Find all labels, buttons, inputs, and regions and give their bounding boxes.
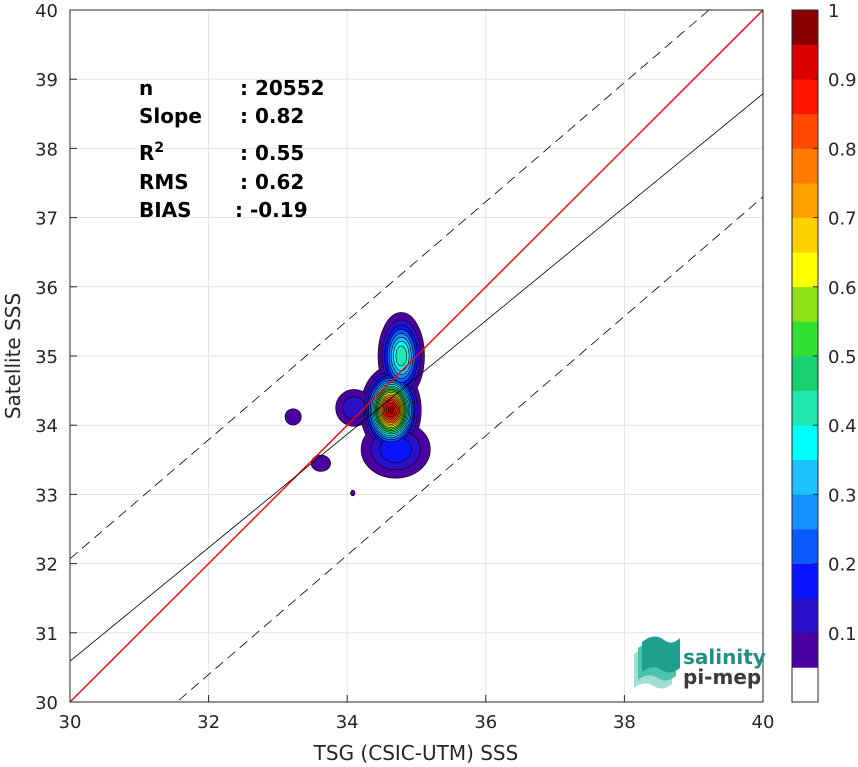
colorbar-tick-label: 0.2 xyxy=(828,555,857,576)
x-tick-label: 40 xyxy=(752,712,775,733)
contour-level-0.1 xyxy=(342,396,366,420)
colorbar-segment xyxy=(792,286,818,322)
colorbar-segment xyxy=(792,217,818,253)
contour-level-0.05 xyxy=(284,408,302,426)
colorbar-segment xyxy=(792,148,818,184)
logo-text-pimep: pi-mep xyxy=(683,665,761,689)
stat-label-superscript: 2 xyxy=(154,140,164,156)
colorbar-tick-label: 1 xyxy=(828,1,839,22)
contour-level-0.95 xyxy=(388,406,394,414)
y-tick-label: 40 xyxy=(35,1,58,22)
contour-level-0.05 xyxy=(350,489,356,497)
stat-label: RMS xyxy=(139,170,189,194)
line-upper xyxy=(70,10,710,560)
colorbar-segment xyxy=(792,390,818,426)
contour-level-0.4 xyxy=(395,345,407,367)
x-tick-label: 30 xyxy=(59,712,82,733)
y-tick-label: 39 xyxy=(35,70,58,91)
y-tick-label: 38 xyxy=(35,139,58,160)
colorbar: 0.1 0.2 0.3 0.4 0.5 0.6 0.7 0.8 0.9 1 xyxy=(791,1,857,703)
x-tick-label: 38 xyxy=(613,712,636,733)
y-tick-label: 35 xyxy=(35,347,58,368)
colorbar-segment xyxy=(792,79,818,115)
colorbar-segment xyxy=(792,425,818,461)
stat-value: : -0.19 xyxy=(235,198,308,222)
y-tick-label: 30 xyxy=(35,693,58,714)
colorbar-segment xyxy=(792,667,818,703)
stat-value: : 0.55 xyxy=(240,141,304,165)
y-ticks: 30 31 32 33 34 35 36 37 38 39 40 xyxy=(35,1,77,714)
x-ticks: 30 32 34 36 38 40 xyxy=(59,695,775,733)
colorbar-segment xyxy=(792,494,818,530)
stat-value: : 20552 xyxy=(240,76,325,100)
colorbar-segment xyxy=(792,252,818,288)
logo-wave-icon xyxy=(634,636,680,689)
colorbar-segment xyxy=(792,183,818,218)
x-tick-label: 32 xyxy=(197,712,220,733)
colorbar-segment xyxy=(792,356,818,391)
stat-label: BIAS xyxy=(139,198,192,222)
colorbar-segment xyxy=(792,563,818,599)
x-tick-label: 36 xyxy=(474,712,497,733)
y-axis-label: Satellite SSS xyxy=(1,293,25,419)
colorbar-tick-label: 0.4 xyxy=(828,416,857,437)
colorbar-segment xyxy=(792,44,818,80)
stat-value: : 0.62 xyxy=(240,170,304,194)
line-fit xyxy=(70,93,763,662)
line-1:1 xyxy=(70,10,763,702)
colorbar-segment xyxy=(792,598,818,634)
y-tick-label: 37 xyxy=(35,209,58,230)
colorbar-segment xyxy=(792,632,818,668)
colorbar-tick-label: 0.6 xyxy=(828,278,857,299)
x-tick-label: 34 xyxy=(336,712,359,733)
y-tick-label: 32 xyxy=(35,555,58,576)
colorbar-tick-label: 0.5 xyxy=(828,347,857,368)
line-lower xyxy=(176,196,763,702)
x-axis-label: TSG (CSIC-UTM) SSS xyxy=(313,741,519,765)
y-tick-label: 33 xyxy=(35,485,58,506)
colorbar-segment xyxy=(792,321,818,357)
stat-label: n xyxy=(139,76,153,100)
y-tick-label: 34 xyxy=(35,416,58,437)
y-tick-label: 36 xyxy=(35,278,58,299)
colorbar-tick-label: 0.8 xyxy=(828,139,857,160)
salinity-pimep-logo: salinity pi-mep xyxy=(634,636,766,689)
colorbar-segment xyxy=(792,529,818,564)
colorbar-tick-label: 0.9 xyxy=(828,70,857,91)
stat-label: Slope xyxy=(139,104,202,128)
colorbar-segment xyxy=(792,113,818,149)
colorbar-segment xyxy=(792,459,818,495)
colorbar-tick-label: 0.3 xyxy=(828,485,857,506)
colorbar-segment xyxy=(792,10,818,45)
colorbar-tick-label: 0.7 xyxy=(828,209,857,230)
grid xyxy=(70,10,763,702)
reference-lines xyxy=(70,10,763,702)
logo-text-salinity: salinity xyxy=(683,645,766,669)
y-tick-label: 31 xyxy=(35,624,58,645)
colorbar-tick-label: 0.1 xyxy=(828,624,857,645)
stat-value: : 0.82 xyxy=(240,104,304,128)
